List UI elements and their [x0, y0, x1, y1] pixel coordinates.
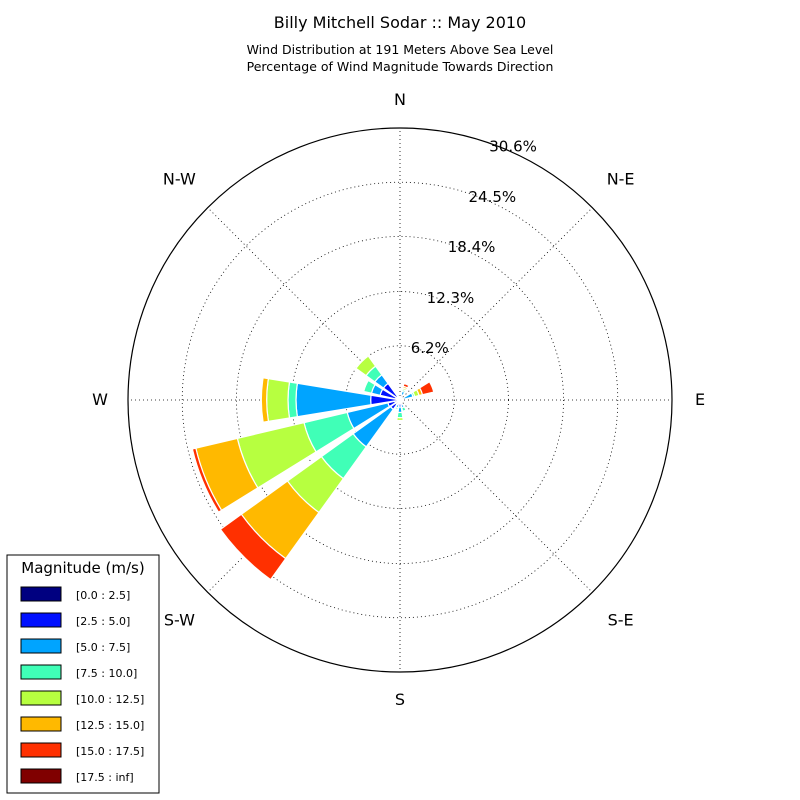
wind-bar-segment: [260, 377, 270, 423]
grid-circle: [236, 236, 564, 564]
grid-spoke: [399, 207, 593, 401]
chart-subtitle-line2: Percentage of Wind Magnitude Towards Dir…: [247, 59, 554, 74]
wind-bar-segment: [266, 377, 291, 423]
direction-labels: N N-E E S-E S S-W W N-W: [92, 90, 705, 709]
wind-bar-segment: [191, 447, 223, 514]
wind-bar-segment: [402, 382, 410, 389]
legend-label: [10.0 : 12.5]: [76, 693, 144, 706]
chart-title: Billy Mitchell Sodar :: May 2010: [274, 13, 526, 32]
radial-tick-label: 12.3%: [427, 289, 475, 307]
wind-bar-segment: [287, 381, 299, 419]
legend-label: [12.5 : 15.0]: [76, 719, 144, 732]
legend-label: [15.0 : 17.5]: [76, 745, 144, 758]
legend-label: [2.5 : 5.0]: [76, 615, 130, 628]
wind-bar-segment: [394, 405, 399, 411]
chart-subtitle-line1: Wind Distribution at 191 Meters Above Se…: [247, 42, 554, 57]
wind-bars: [191, 355, 435, 581]
direction-label: N-W: [163, 169, 196, 188]
legend-items: [0.0 : 2.5] [2.5 : 5.0] [5.0 : 7.5] [7.5 : …: [20, 586, 144, 784]
legend-swatch: [20, 638, 62, 654]
legend-label: [5.0 : 7.5]: [76, 641, 130, 654]
legend-swatch: [20, 586, 62, 602]
radial-tick-label: 18.4%: [448, 238, 496, 256]
wind-bar-segment: [401, 405, 407, 412]
radial-tick-label: 6.2%: [411, 339, 449, 357]
legend-label: [17.5 : inf]: [76, 771, 134, 784]
radial-tick-label: 30.6%: [489, 138, 537, 156]
grid-spoke: [207, 207, 401, 401]
legend-swatch: [20, 768, 62, 784]
legend-label: [0.0 : 2.5]: [76, 589, 130, 602]
wind-bar-segment: [219, 513, 287, 581]
direction-label: N: [394, 90, 406, 109]
radial-tick-label: 24.5%: [469, 188, 517, 206]
grid-spoke: [399, 399, 593, 593]
legend-swatch: [20, 690, 62, 706]
legend-label: [7.5 : 10.0]: [76, 667, 137, 680]
direction-label: N-E: [607, 169, 635, 188]
wind-bar-segment: [396, 411, 404, 419]
wind-bar-segment: [396, 394, 400, 398]
direction-label: S-W: [164, 611, 195, 630]
wind-bar-segment: [396, 416, 404, 422]
legend-swatch: [20, 664, 62, 680]
direction-label: S: [395, 690, 405, 709]
radial-tick-labels: 6.2% 12.3% 18.4% 24.5% 30.6%: [411, 138, 537, 357]
legend-swatch: [20, 612, 62, 628]
wind-bar-segment: [362, 379, 370, 393]
direction-label: S-E: [608, 611, 634, 630]
legend-swatch: [20, 742, 62, 758]
wind-bar-segment: [418, 380, 435, 396]
polar-frame: [127, 127, 673, 673]
legend: Magnitude (m/s) [0.0 : 2.5] [2.5 : 5.0] [5…: [6, 554, 160, 794]
grid-circle: [181, 181, 619, 619]
wind-bar-segment: [355, 355, 377, 377]
legend-title: Magnitude (m/s): [21, 559, 144, 577]
grid-circle: [345, 345, 455, 455]
direction-label: E: [695, 390, 705, 409]
direction-label: W: [92, 390, 108, 409]
legend-swatch: [20, 716, 62, 732]
